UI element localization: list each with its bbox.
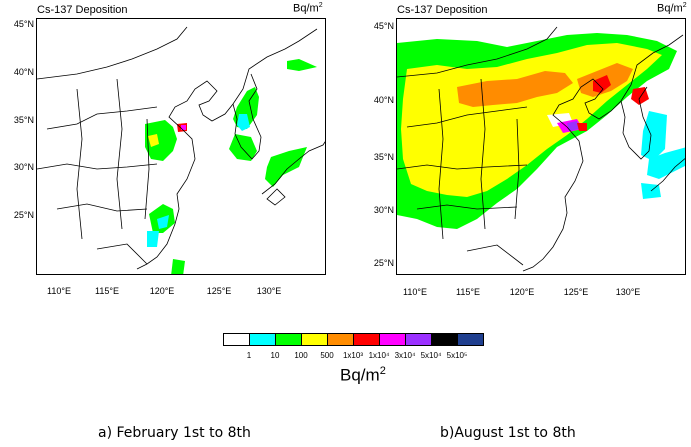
deposition-area: [171, 259, 185, 274]
lat-label: 45°N: [373, 21, 394, 31]
panel-title: Cs-137 Deposition: [397, 4, 488, 16]
legend-unit: Bq/m2: [340, 365, 386, 385]
lat-label: 35°N: [13, 115, 34, 125]
legend-tick-label: 5x10⁵: [446, 351, 468, 360]
border: [480, 78, 486, 230]
border: [46, 106, 158, 130]
deposition-area: [147, 231, 159, 247]
legend-swatch: [379, 333, 406, 346]
legend-swatch: [405, 333, 432, 346]
lon-label: 125°E: [206, 286, 232, 296]
legend-swatch: [275, 333, 302, 346]
lat-label: 35°N: [373, 152, 394, 162]
coastline: [232, 73, 262, 160]
deposition-area: [237, 114, 250, 131]
legend-swatch: [327, 333, 354, 346]
legend-tick-label: 10: [270, 351, 280, 360]
legend-tick-label: 5x10⁴: [420, 351, 442, 360]
border: [144, 118, 150, 220]
border: [96, 243, 148, 265]
coastline: [620, 86, 652, 160]
legend-swatch: [223, 333, 250, 346]
coastline: [168, 28, 318, 130]
lon-label: 125°E: [563, 287, 589, 297]
caption-august: b)August 1st to 8th: [440, 425, 576, 441]
coastline: [261, 141, 325, 195]
border: [406, 106, 528, 128]
lon-label: 115°E: [95, 286, 119, 296]
legend-swatch: [249, 333, 276, 346]
border: [56, 203, 148, 212]
deposition-area: [287, 59, 317, 71]
deposition-area: [145, 120, 177, 161]
legend-swatch: [301, 333, 328, 346]
deposition-area: [148, 134, 159, 147]
deposition-area: [593, 75, 611, 93]
deposition-area: [647, 147, 685, 179]
color-legend: [223, 333, 484, 346]
coastline: [522, 126, 584, 272]
deposition-map-august: [397, 26, 685, 272]
deposition-area: [577, 123, 587, 131]
deposition-map-february: [37, 26, 325, 274]
legend-tick-label: 100: [294, 351, 308, 360]
deposition-area: [229, 134, 257, 161]
map-frame: [36, 18, 326, 275]
legend-tick-label: 500: [320, 351, 334, 360]
deposition-area: [631, 87, 649, 105]
deposition-area: [265, 147, 307, 187]
coastline: [552, 34, 684, 128]
lat-label: 40°N: [373, 95, 394, 105]
border: [76, 88, 83, 240]
panel-title: Cs-137 Deposition: [37, 4, 128, 16]
lon-label: 120°E: [149, 286, 175, 296]
legend-tick-label: 1: [246, 351, 252, 360]
deposition-area: [641, 111, 667, 161]
legend-tick-label: 3x10⁴: [394, 351, 416, 360]
coastline: [266, 188, 286, 206]
panel-unit: Bq/m2: [293, 2, 323, 15]
legend-swatch: [431, 333, 458, 346]
border: [514, 118, 520, 220]
deposition-area: [567, 121, 579, 131]
lat-label: 40°N: [13, 67, 34, 77]
border: [116, 78, 123, 230]
coastline: [650, 158, 685, 192]
legend-swatch: [353, 333, 380, 346]
lon-label: 130°E: [256, 286, 282, 296]
panel-unit: Bq/m2: [657, 2, 687, 15]
border: [466, 244, 524, 266]
lat-label: 30°N: [373, 205, 394, 215]
legend-tick-label: 1x10⁴: [368, 351, 390, 360]
lon-label: 110°E: [403, 287, 427, 297]
lat-label: 25°N: [373, 258, 394, 268]
lon-label: 120°E: [509, 287, 535, 297]
lon-label: 130°E: [615, 287, 641, 297]
map-panel-august: Cs-137 Deposition Bq/m2: [350, 0, 690, 305]
lon-label: 110°E: [47, 286, 71, 296]
border: [397, 26, 558, 78]
lat-label: 30°N: [13, 162, 34, 172]
border: [37, 26, 188, 80]
legend-swatch: [457, 333, 484, 346]
map-frame: [396, 18, 686, 275]
border: [37, 163, 158, 170]
coastline: [136, 128, 196, 270]
lat-label: 45°N: [13, 19, 34, 29]
deposition-area: [457, 71, 573, 107]
lon-label: 115°E: [456, 287, 480, 297]
legend-tick-label: 1x10³: [342, 351, 363, 360]
lat-label: 25°N: [13, 210, 34, 220]
border: [397, 164, 528, 170]
map-panel-february: Cs-137 Deposition Bq/m2: [0, 0, 340, 305]
border: [416, 204, 518, 210]
deposition-area: [157, 215, 169, 229]
caption-february: a) February 1st to 8th: [98, 425, 251, 441]
border: [438, 88, 444, 240]
